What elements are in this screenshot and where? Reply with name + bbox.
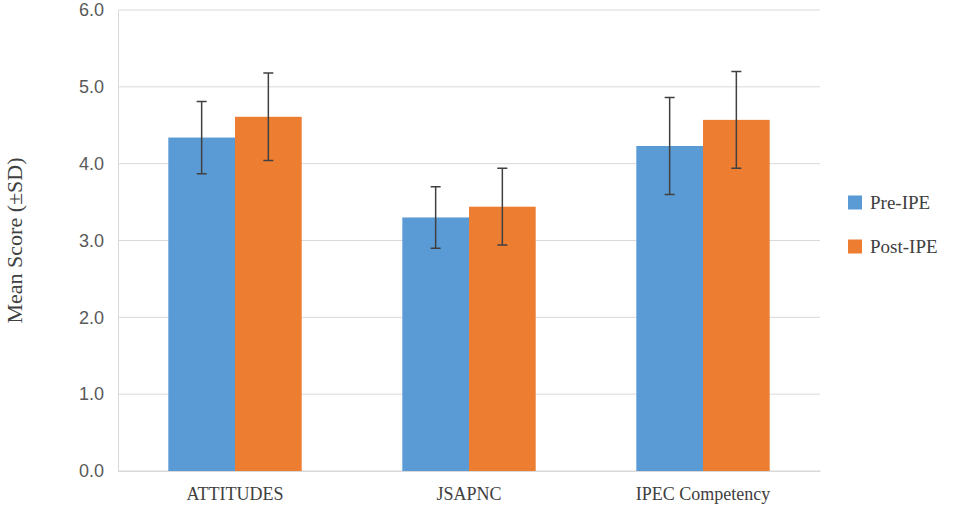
legend-swatch <box>848 240 862 254</box>
bar <box>168 138 235 471</box>
x-tick-label: JSAPNC <box>436 484 501 504</box>
bar <box>469 207 536 471</box>
chart: 0.0 1.0 2.0 3.0 4.0 5.0 6.0 ATTITUDES JSAPNC IPEC… <box>0 0 971 513</box>
y-tick-label: 0.0 <box>79 461 104 481</box>
y-tick: 4.0 <box>79 154 118 174</box>
y-tick-label: 3.0 <box>79 231 104 251</box>
y-tick: 6.0 <box>79 0 118 20</box>
bars <box>168 71 769 471</box>
y-tick-label: 4.0 <box>79 154 104 174</box>
legend-item: Pre-IPE <box>848 192 930 213</box>
y-tick-label: 6.0 <box>79 0 104 20</box>
y-tick: 5.0 <box>79 77 118 97</box>
x-axis-line <box>119 471 821 472</box>
series <box>235 71 770 471</box>
legend-label: Post-IPE <box>870 236 938 257</box>
x-tick: ATTITUDES <box>187 471 284 504</box>
error-bar <box>497 168 507 245</box>
error-bar <box>731 71 741 168</box>
error-bars <box>263 71 741 245</box>
x-tick-label: ATTITUDES <box>187 484 284 504</box>
grid-line <box>118 86 820 87</box>
y-tick: 2.0 <box>79 308 118 328</box>
y-axis: 0.0 1.0 2.0 3.0 4.0 5.0 6.0 <box>79 0 119 481</box>
x-tick: JSAPNC <box>436 471 501 504</box>
grid-line <box>118 10 820 11</box>
error-bar <box>431 187 441 248</box>
legend-swatch <box>848 196 862 210</box>
x-tick-label: IPEC Competency <box>636 484 770 504</box>
bar <box>402 217 469 471</box>
bar <box>703 120 770 471</box>
x-tick: IPEC Competency <box>636 471 770 504</box>
error-bar <box>197 101 207 173</box>
legend-item: Post-IPE <box>848 236 938 257</box>
series <box>168 98 703 471</box>
y-tick: 0.0 <box>79 461 118 481</box>
y-axis-line <box>118 11 119 472</box>
grid <box>118 10 820 471</box>
y-tick-label: 5.0 <box>79 77 104 97</box>
y-tick: 3.0 <box>79 231 118 251</box>
bar <box>235 117 302 471</box>
error-bar <box>263 73 273 161</box>
plot: 0.0 1.0 2.0 3.0 4.0 5.0 6.0 ATTITUDES JSAPNC IPEC… <box>79 0 821 504</box>
x-axis: ATTITUDES JSAPNC IPEC Competency <box>119 471 821 504</box>
error-bar <box>665 98 675 195</box>
legend: Pre-IPE Post-IPE <box>848 192 938 257</box>
y-axis-title: Mean Score (±SD) <box>2 157 27 323</box>
legend-label: Pre-IPE <box>870 192 930 213</box>
y-tick-label: 1.0 <box>79 384 104 404</box>
y-tick: 1.0 <box>79 384 118 404</box>
y-tick-label: 2.0 <box>79 308 104 328</box>
